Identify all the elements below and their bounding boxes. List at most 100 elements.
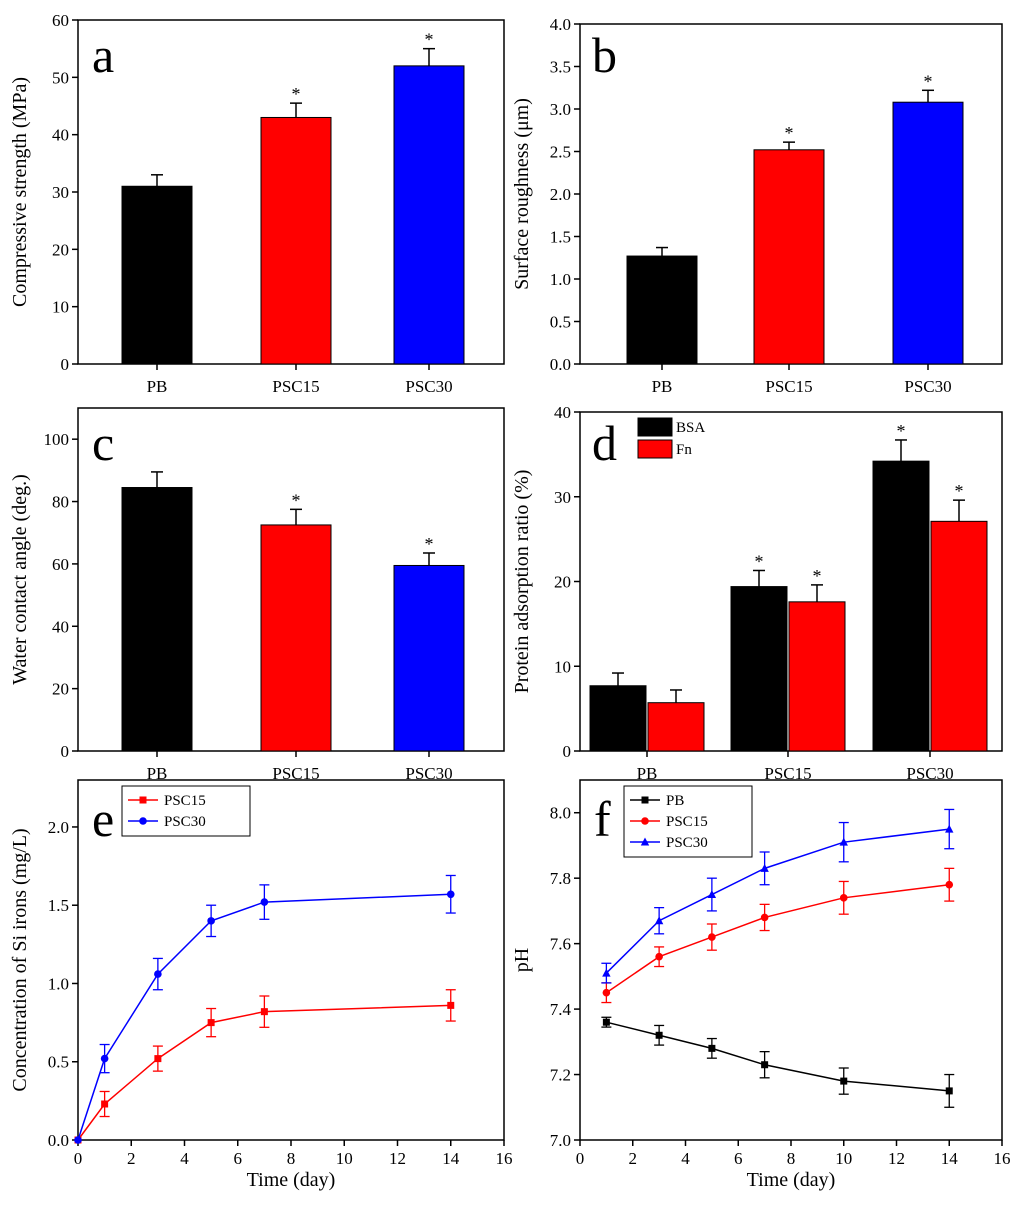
y-tick-label: 7.8: [550, 869, 571, 888]
bar: [626, 255, 698, 365]
y-tick-label: 7.4: [550, 1000, 572, 1019]
bar: [121, 487, 193, 752]
panel-label: d: [592, 415, 617, 471]
y-tick-label: 2.5: [550, 143, 571, 162]
bar: [930, 520, 988, 752]
data-marker: [641, 817, 649, 825]
x-tick-label: 2: [629, 1149, 638, 1168]
x-tick-label: 8: [787, 1149, 796, 1168]
legend-swatch: [637, 417, 673, 437]
x-tick-label: 14: [941, 1149, 959, 1168]
bar: [393, 564, 465, 752]
x-tick-label: 0: [576, 1149, 585, 1168]
x-tick-label: 12: [888, 1149, 905, 1168]
x-category-label: PB: [147, 377, 168, 396]
y-tick-label: 0.0: [550, 355, 571, 374]
data-marker: [139, 796, 147, 804]
significance-marker: *: [924, 71, 933, 91]
x-category-label: PSC30: [904, 377, 951, 396]
panel-a: 0 10 20 30 40 50 60 Compressive strength (MPa) a…: [9, 11, 505, 396]
y-tick-label: 8.0: [550, 804, 571, 823]
x-tick-label: 6: [234, 1149, 243, 1168]
data-marker: [654, 916, 664, 925]
legend-label: PSC15: [666, 814, 708, 830]
bar: [872, 460, 930, 752]
data-marker: [207, 1019, 215, 1027]
x-tick-label: 6: [734, 1149, 743, 1168]
data-marker: [708, 933, 716, 941]
data-marker: [945, 1087, 953, 1095]
x-tick-label: 8: [287, 1149, 296, 1168]
y-tick-label: 30: [554, 488, 571, 507]
y-tick-label: 40: [52, 617, 69, 636]
x-category-label: PSC30: [906, 764, 953, 783]
x-category-label: PSC15: [765, 377, 812, 396]
x-category-label: PSC15: [764, 764, 811, 783]
data-marker: [707, 890, 717, 899]
y-axis-label: Compressive strength (MPa): [9, 77, 31, 307]
panel-label: c: [92, 415, 114, 471]
significance-marker: *: [955, 481, 964, 501]
y-tick-label: 2.0: [48, 818, 69, 837]
bar: [647, 702, 705, 752]
y-tick-label: 7.6: [550, 935, 571, 954]
data-marker: [207, 917, 215, 925]
bar: [121, 185, 193, 365]
x-tick-label: 10: [835, 1149, 852, 1168]
x-axis-label: Time (day): [247, 1169, 336, 1191]
data-marker: [260, 1008, 268, 1016]
x-tick-label: 12: [389, 1149, 406, 1168]
y-tick-label: 1.5: [550, 228, 571, 247]
data-marker: [641, 796, 649, 804]
x-tick-label: 4: [180, 1149, 189, 1168]
data-marker: [101, 1100, 109, 1108]
y-tick-label: 2.0: [550, 185, 571, 204]
panel-label: b: [592, 27, 617, 83]
legend-label: PB: [666, 793, 684, 809]
significance-marker: *: [425, 30, 434, 50]
panel-label: f: [594, 791, 611, 847]
y-tick-label: 0.5: [48, 1053, 69, 1072]
data-marker: [708, 1044, 716, 1052]
legend-swatch: [637, 439, 673, 459]
y-tick-label: 20: [554, 573, 571, 592]
legend-label: Fn: [676, 442, 692, 458]
y-tick-label: 1.5: [48, 896, 69, 915]
data-marker: [655, 952, 663, 961]
data-marker: [260, 898, 269, 906]
y-tick-label: 40: [554, 403, 571, 422]
x-tick-label: 4: [681, 1149, 690, 1168]
x-category-label: PB: [637, 764, 658, 783]
y-tick-label: 0: [61, 742, 70, 761]
bar: [788, 601, 846, 752]
data-marker: [945, 880, 954, 889]
panel-e: 0.0 0.5 1.0 1.5 2.0 Concentration of Si irons…: [9, 779, 513, 1191]
y-tick-label: 80: [52, 493, 69, 512]
y-axis-label: Protein adsorption ratio (%): [511, 470, 533, 694]
panel-c: 0 20 40 60 80 100 Water contact angle (deg.) c P…: [9, 407, 505, 783]
x-tick-label: 14: [442, 1149, 460, 1168]
panel-label: e: [92, 791, 114, 847]
significance-marker: *: [813, 566, 822, 586]
y-tick-label: 0: [563, 742, 572, 761]
panel-label: a: [92, 27, 114, 83]
significance-marker: *: [755, 551, 764, 571]
y-tick-label: 1.0: [550, 270, 571, 289]
x-category-label: PSC30: [405, 377, 452, 396]
y-tick-label: 0: [61, 355, 70, 374]
data-marker: [100, 1054, 109, 1063]
data-marker: [154, 1055, 162, 1063]
x-tick-label: 10: [336, 1149, 353, 1168]
y-tick-label: 10: [52, 298, 69, 317]
legend-box: [121, 785, 251, 837]
bar: [730, 586, 788, 752]
series-line: [605, 883, 950, 994]
panel-f: 7.0 7.2 7.4 7.6 7.8 8.0 pH f 0 2 4 6 8 10 12 14 16 Time (…: [511, 779, 1011, 1191]
y-tick-label: 20: [52, 240, 69, 259]
y-tick-label: 30: [52, 183, 69, 202]
panel-d: 0 10 20 30 40 Protein adsorption ratio (%) d PB…: [511, 403, 1003, 783]
y-tick-label: 7.2: [550, 1066, 571, 1085]
data-marker: [640, 837, 650, 846]
y-tick-label: 7.0: [550, 1131, 571, 1150]
